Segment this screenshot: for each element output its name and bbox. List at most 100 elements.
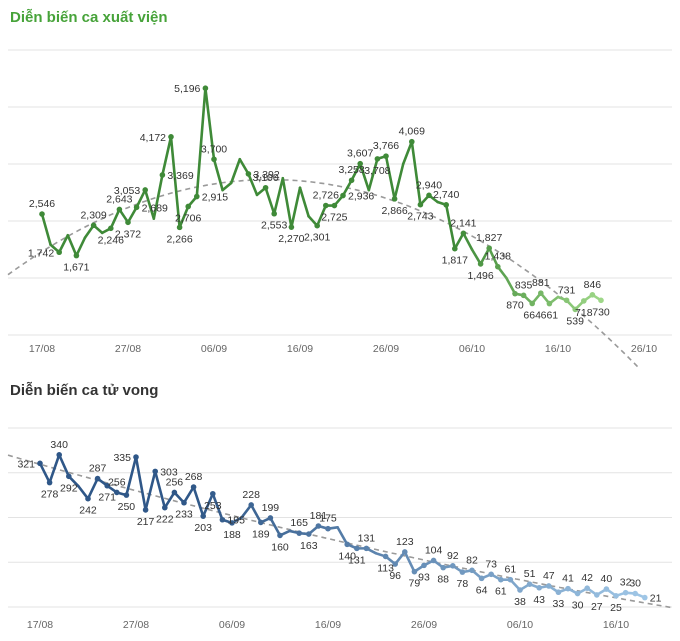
death-point [440, 564, 447, 571]
death-point [603, 586, 610, 592]
death-point [354, 545, 360, 552]
recovery-chart: Diễn biến ca xuất viện 17/08 27/08 06/09 16… [7, 9, 672, 368]
death-line-segment [403, 550, 416, 573]
recovery-data-label: 661 [541, 310, 559, 322]
death-point [546, 583, 552, 589]
recovery-line-segment [221, 181, 233, 192]
recovery-line-segment [505, 276, 517, 295]
recovery-line-segment [143, 188, 156, 220]
recovery-data-label: 2,726 [313, 190, 339, 202]
recovery-line-segment [470, 248, 482, 266]
recovery-point [391, 196, 398, 202]
recovery-data-label: 4,172 [140, 132, 166, 144]
recovery-data-label: 881 [532, 277, 550, 289]
recovery-point [357, 160, 364, 167]
death-line-segment [125, 455, 138, 497]
recovery-data-label: 2,689 [142, 202, 168, 214]
recovery-data-label: 2,866 [381, 205, 407, 217]
recovery-line-segment [229, 157, 242, 185]
death-data-label: 82 [466, 554, 478, 566]
death-data-label: 131 [348, 554, 366, 566]
death-data-label: 64 [476, 584, 488, 596]
recovery-point [39, 211, 45, 217]
death-point [219, 516, 226, 523]
recovery-point [194, 193, 200, 200]
death-point [459, 569, 466, 575]
death-line-segment [144, 470, 157, 512]
recovery-line-segment [75, 236, 87, 257]
death-data-label: 175 [319, 513, 337, 525]
recovery-point [176, 224, 183, 231]
death-point [104, 482, 110, 489]
death-data-label: 40 [601, 573, 613, 585]
death-line-segment [86, 477, 99, 501]
death-point [450, 563, 456, 569]
recovery-line-segment [161, 135, 173, 177]
death-point [142, 507, 149, 513]
death-point [296, 530, 303, 536]
death-data-label: 131 [358, 532, 376, 544]
death-point [277, 532, 283, 539]
recovery-line-segment [109, 208, 121, 230]
death-point [56, 452, 62, 458]
recovery-line-segment [453, 232, 465, 250]
recovery-line-segment [290, 186, 302, 229]
recovery-data-label: 2,936 [348, 191, 374, 203]
death-line-segment [249, 503, 263, 524]
recovery-data-label: 2,706 [175, 212, 201, 224]
recovery-line-segment [487, 246, 500, 268]
death-point [200, 513, 206, 519]
death-data-label: 181 [310, 510, 328, 522]
death-data-label: 88 [437, 574, 449, 586]
death-data-label: 163 [300, 540, 318, 552]
death-data-label: 33 [553, 598, 565, 610]
recovery-line-segment [410, 140, 422, 207]
death-data-label: 256 [166, 476, 184, 488]
recovery-data-label: 3,700 [201, 143, 227, 155]
recovery-line-segment [272, 176, 285, 216]
recovery-point [185, 203, 191, 210]
recovery-point [546, 300, 553, 307]
recovery-point [142, 187, 148, 193]
death-point [584, 585, 590, 592]
death-data-label: 73 [485, 558, 497, 570]
death-data-label: 340 [50, 439, 68, 451]
recovery-data-label: 846 [584, 279, 602, 291]
recovery-data-label: 1,827 [476, 232, 502, 244]
death-chart-title: Diễn biến ca tử vong [10, 382, 158, 399]
recovery-point [598, 297, 604, 304]
recovery-data-label: 3,607 [347, 148, 373, 160]
recovery-point [348, 177, 355, 184]
recovery-line-segment [298, 186, 310, 218]
recovery-data-label: 2,141 [450, 217, 476, 229]
recovery-data-label: 1,742 [28, 247, 54, 259]
death-data-label: 253 [204, 500, 222, 512]
recovery-point [211, 156, 217, 163]
recovery-data-label: 2,743 [407, 211, 433, 223]
death-point [190, 484, 197, 490]
death-data-label: 96 [389, 570, 401, 582]
death-data-label: 61 [495, 586, 507, 598]
death-x-tick: 17/08 [27, 619, 53, 631]
recovery-x-tick: 26/09 [373, 343, 399, 355]
death-point [94, 475, 101, 482]
death-line-segment [269, 516, 282, 537]
recovery-point [538, 290, 544, 296]
death-line-segment [211, 492, 224, 522]
recovery-data-label: 730 [592, 306, 610, 318]
death-point [421, 562, 427, 569]
recovery-line-segment [315, 204, 328, 228]
death-point [594, 592, 600, 598]
recovery-x-tick: 17/08 [29, 343, 55, 355]
death-x-tick: 16/09 [315, 619, 341, 631]
recovery-data-label: 2,940 [416, 179, 442, 191]
death-data-label: 195 [227, 515, 245, 527]
recovery-point [168, 134, 174, 140]
recovery-data-label: 2,270 [278, 233, 304, 245]
recovery-point [495, 263, 501, 270]
death-x-tick: 26/09 [411, 619, 437, 631]
recovery-point [56, 249, 62, 256]
recovery-data-label: 2,372 [115, 228, 141, 240]
death-data-label: 228 [242, 489, 260, 501]
recovery-data-label: 2,915 [202, 192, 228, 204]
